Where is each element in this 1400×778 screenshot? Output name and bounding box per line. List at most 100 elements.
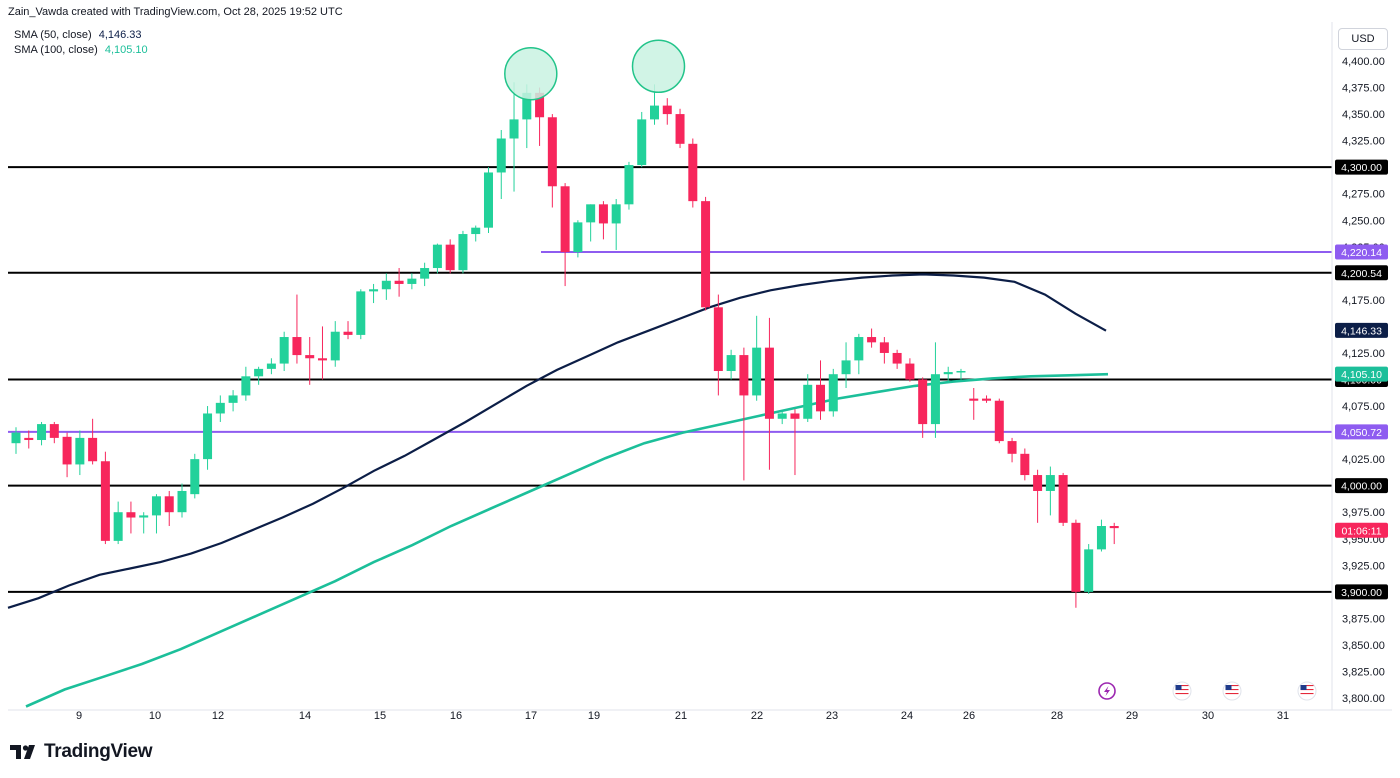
x-tick-label: 17 bbox=[525, 710, 537, 722]
candle-body bbox=[88, 437, 98, 462]
candle-body bbox=[317, 358, 327, 361]
candle bbox=[841, 342, 851, 388]
flag-stripe bbox=[1300, 695, 1314, 697]
time-axis[interactable]: 9 10 12 14 15 16 17 19 21 22 23 24 26 28 29 30 31 bbox=[8, 709, 1392, 722]
y-tick-label: 4,250.00 bbox=[1342, 215, 1385, 227]
candle bbox=[547, 114, 557, 208]
x-tick-label: 12 bbox=[212, 710, 224, 722]
legend-sma100-label: SMA (100, close) bbox=[14, 44, 98, 56]
candle bbox=[483, 167, 493, 233]
candle-body bbox=[305, 355, 315, 359]
candle bbox=[688, 138, 698, 208]
candle bbox=[879, 337, 889, 364]
candle bbox=[1007, 437, 1017, 463]
candle-body bbox=[1033, 475, 1043, 491]
candle-body bbox=[113, 512, 123, 541]
candle-body bbox=[752, 347, 762, 396]
lightning-icon-bolt bbox=[1104, 686, 1110, 696]
currency-selector[interactable]: USD bbox=[1338, 28, 1388, 50]
us-flag-icon[interactable] bbox=[1222, 681, 1242, 701]
candle bbox=[330, 321, 340, 367]
candle-body bbox=[190, 459, 200, 495]
candle bbox=[254, 366, 264, 385]
x-tick-label: 31 bbox=[1277, 710, 1289, 722]
flag-stripe bbox=[1175, 687, 1189, 689]
candle bbox=[420, 262, 430, 287]
candle bbox=[126, 501, 136, 534]
lightning-icon[interactable] bbox=[1098, 682, 1116, 700]
candle bbox=[816, 360, 826, 420]
candle bbox=[241, 366, 251, 401]
event-icons[interactable] bbox=[1098, 681, 1317, 701]
candle-body bbox=[1071, 522, 1081, 592]
legend-sma50[interactable]: SMA (50, close) 4,146.33 bbox=[14, 29, 142, 41]
candle-body bbox=[828, 374, 838, 412]
x-tick-label: 15 bbox=[374, 710, 386, 722]
candle-body bbox=[956, 371, 966, 373]
price-axis[interactable]: 3,800.00 3,825.00 3,850.00 3,875.00 3,900.00… bbox=[1331, 22, 1388, 710]
legend-sma50-value: 4,146.33 bbox=[98, 29, 142, 41]
candle-body bbox=[969, 398, 979, 401]
candle bbox=[458, 230, 468, 274]
candle-body bbox=[662, 105, 672, 115]
flag-stripe bbox=[1175, 689, 1189, 691]
legend-sma100[interactable]: SMA (100, close) 4,105.10 bbox=[14, 44, 148, 56]
level-price-label: 4,220.14 bbox=[1341, 247, 1382, 259]
double-top-marker bbox=[504, 46, 558, 101]
flag-stripe bbox=[1225, 687, 1239, 689]
candle bbox=[24, 430, 34, 449]
candle bbox=[1096, 519, 1106, 552]
y-tick-label: 3,975.00 bbox=[1342, 507, 1385, 519]
sma50-line bbox=[7, 273, 1107, 609]
candle-body bbox=[445, 244, 455, 271]
candle-body bbox=[879, 342, 889, 353]
candle-body bbox=[547, 117, 557, 187]
candle bbox=[994, 398, 1004, 444]
candle bbox=[586, 204, 596, 242]
candle-body bbox=[675, 114, 685, 144]
y-tick-label: 4,375.00 bbox=[1342, 83, 1385, 95]
candle-body bbox=[292, 337, 302, 356]
candle-body bbox=[177, 490, 187, 513]
candle-body bbox=[381, 280, 391, 290]
candle-body bbox=[982, 398, 992, 401]
candle-body bbox=[75, 437, 85, 465]
candle-body bbox=[496, 138, 506, 173]
flag-stripe bbox=[1300, 689, 1314, 691]
flag-stripe bbox=[1225, 685, 1239, 687]
candle bbox=[624, 161, 634, 210]
candle bbox=[1020, 448, 1030, 481]
candle-body bbox=[905, 363, 915, 380]
candle bbox=[11, 427, 21, 454]
candle-body bbox=[803, 384, 813, 419]
candle bbox=[739, 347, 749, 481]
y-tick-label: 4,275.00 bbox=[1342, 189, 1385, 201]
countdown-tag bbox=[1335, 522, 1388, 538]
candle bbox=[764, 317, 774, 470]
candle-body bbox=[139, 515, 149, 518]
candle bbox=[139, 512, 149, 534]
candle-body bbox=[854, 337, 864, 361]
candle-body bbox=[816, 384, 826, 412]
x-tick-label: 22 bbox=[751, 710, 763, 722]
candle-body bbox=[394, 280, 404, 284]
candle-body bbox=[432, 244, 442, 269]
us-flag-icon[interactable] bbox=[1172, 681, 1192, 701]
flag-stripe bbox=[1300, 691, 1314, 693]
candle-body bbox=[215, 402, 225, 414]
candle-body bbox=[100, 461, 110, 541]
x-tick-label: 14 bbox=[299, 710, 311, 722]
candle-body bbox=[126, 512, 136, 518]
candle bbox=[279, 331, 289, 372]
candle bbox=[509, 82, 519, 192]
candle-body bbox=[535, 92, 545, 118]
tradingview-logo[interactable]: TradingView bbox=[10, 740, 153, 764]
candle bbox=[611, 199, 621, 250]
candle-body bbox=[49, 424, 59, 438]
candle-body bbox=[509, 119, 519, 139]
us-flag-icon[interactable] bbox=[1297, 681, 1317, 701]
candle-body bbox=[254, 368, 264, 377]
candle-body bbox=[164, 496, 174, 513]
y-tick-label: 4,025.00 bbox=[1342, 454, 1385, 466]
